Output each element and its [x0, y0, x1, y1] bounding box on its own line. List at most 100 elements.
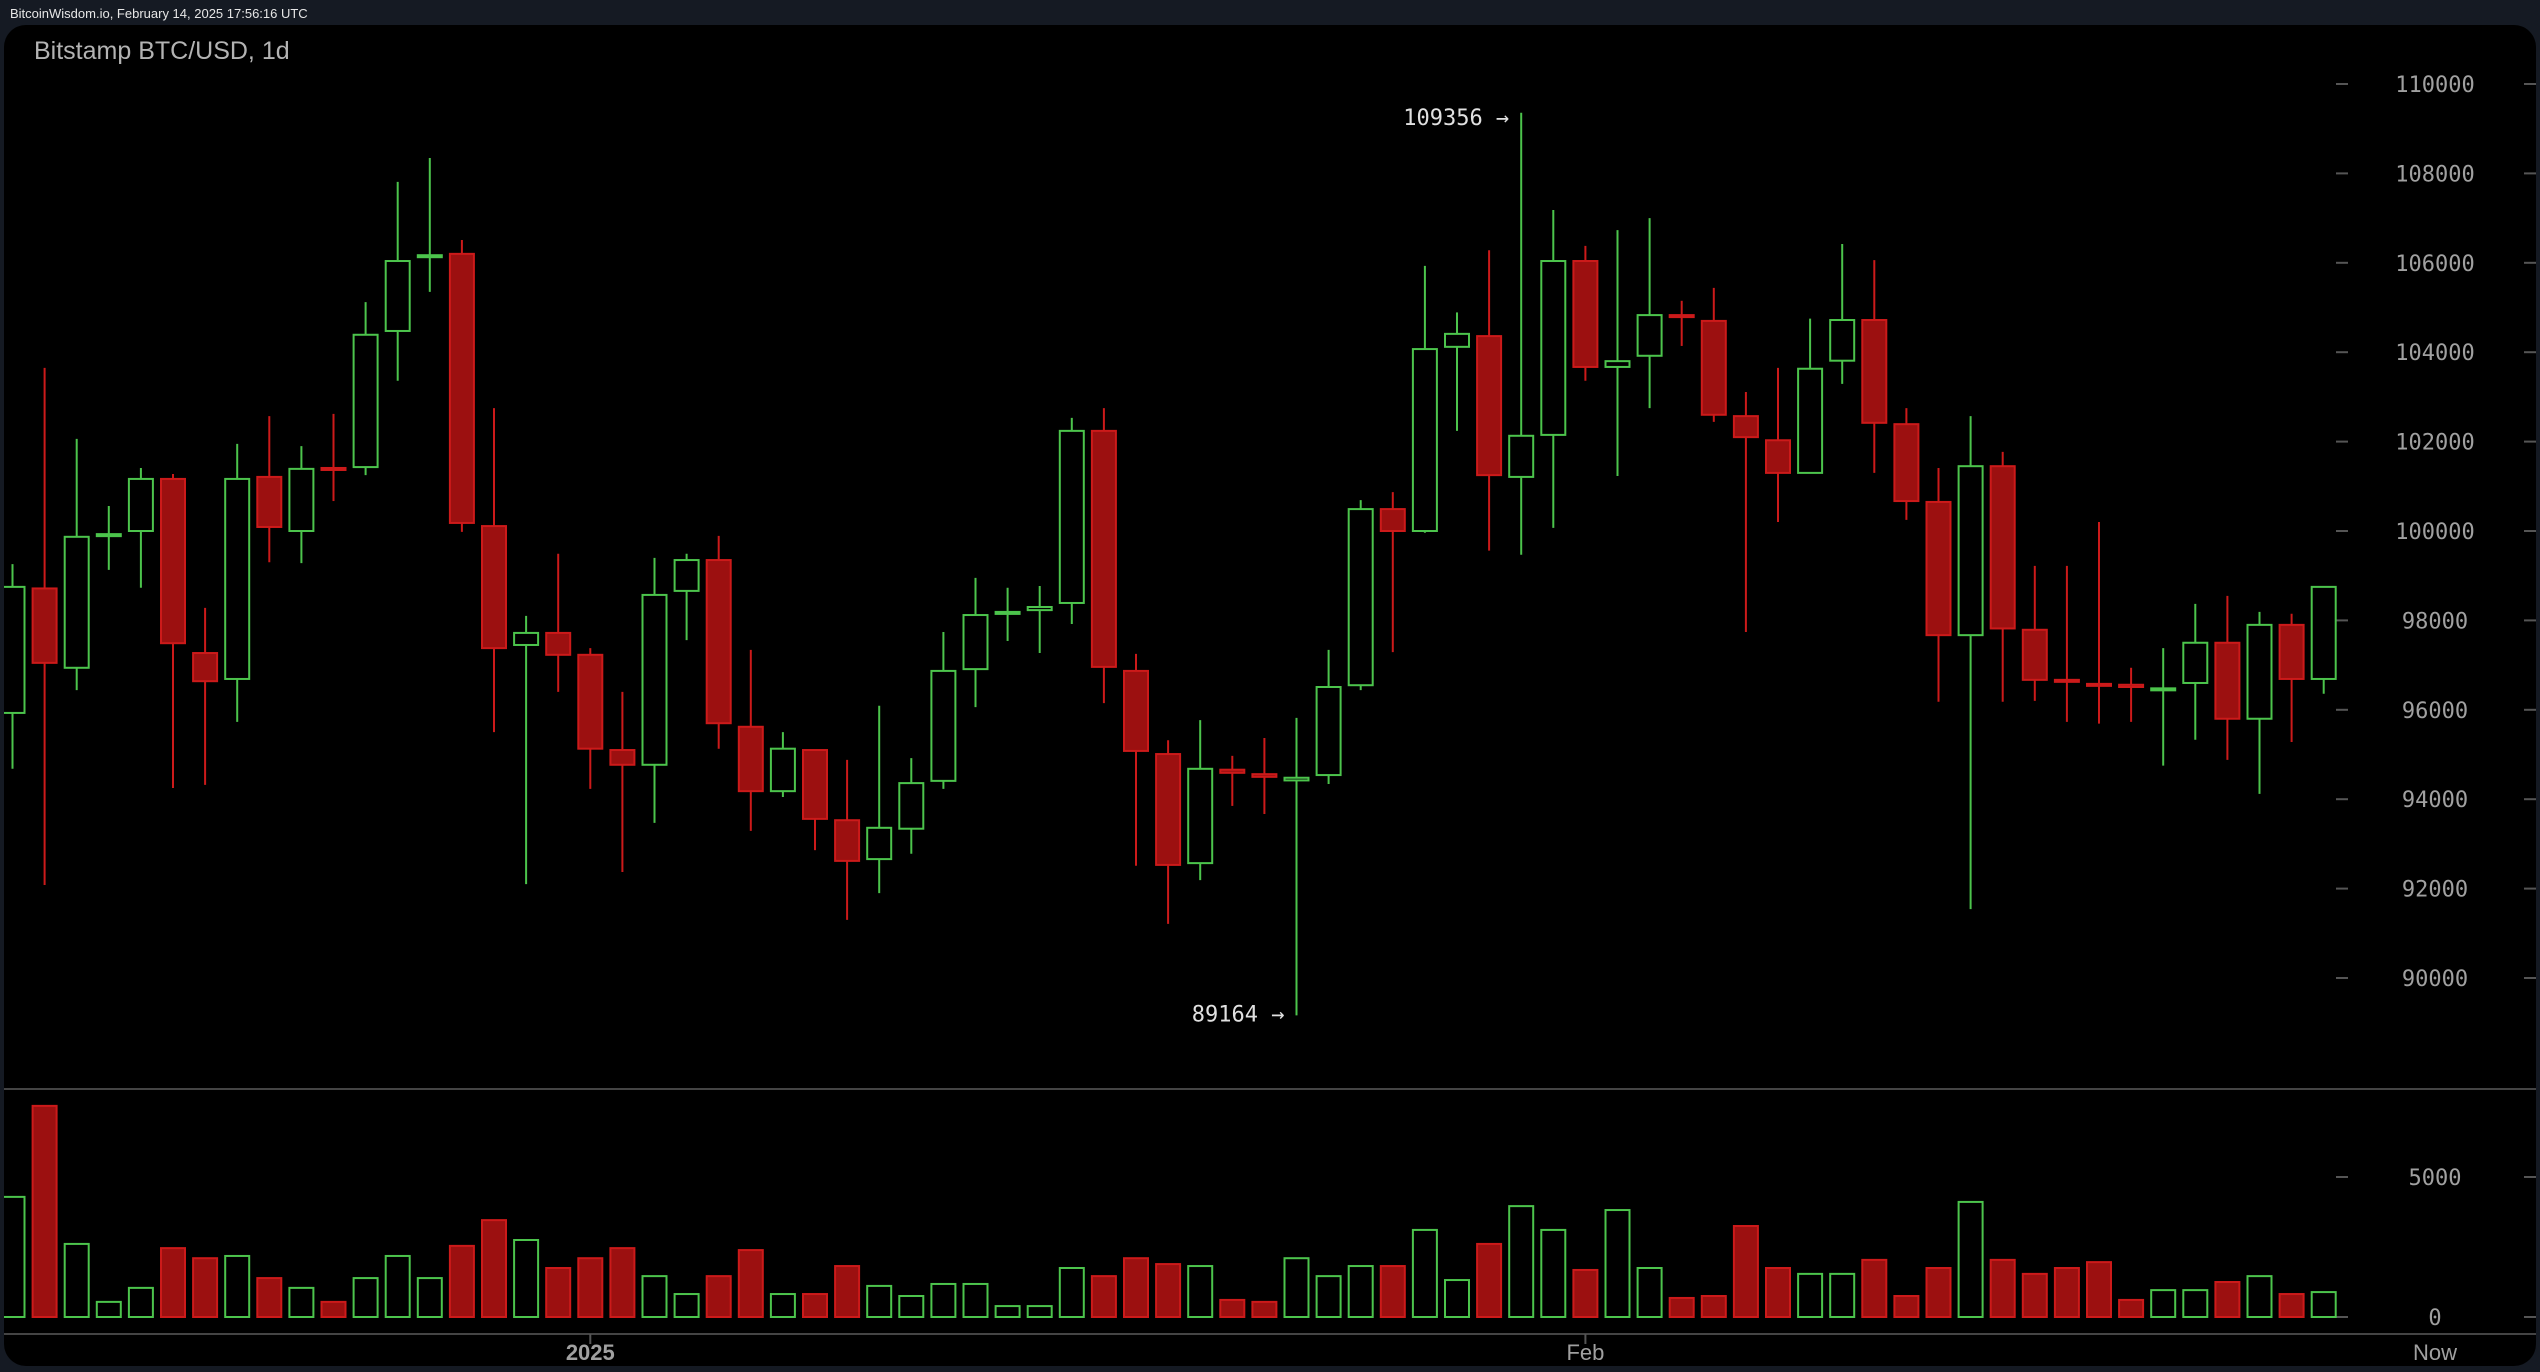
volume-bar-down[interactable]: [192, 1257, 219, 1318]
candle-body-up[interactable]: [930, 669, 957, 782]
volume-bar-down[interactable]: [2021, 1272, 2048, 1319]
candle-body-down[interactable]: [545, 631, 572, 656]
candle-body-down[interactable]: [2214, 641, 2241, 720]
volume-bar-up[interactable]: [1315, 1275, 1342, 1318]
volume-bar-up[interactable]: [641, 1275, 668, 1318]
volume-bar-up[interactable]: [1957, 1200, 1984, 1319]
candle-body-up[interactable]: [1636, 314, 1663, 357]
candle-body-up[interactable]: [1283, 776, 1310, 782]
volume-bar-down[interactable]: [2278, 1293, 2305, 1319]
volume-bar-down[interactable]: [834, 1265, 861, 1319]
volume-bar-down[interactable]: [1700, 1295, 1727, 1318]
volume-bar-up[interactable]: [2310, 1291, 2337, 1318]
volume-bar-up[interactable]: [2246, 1275, 2273, 1318]
candle-body-down[interactable]: [1251, 773, 1278, 778]
volume-bar-down[interactable]: [1219, 1298, 1246, 1319]
candle-body-down[interactable]: [31, 587, 58, 664]
candle-body-down[interactable]: [1893, 423, 1920, 503]
volume-bar-up[interactable]: [1058, 1267, 1085, 1318]
candle-body-down[interactable]: [577, 653, 604, 750]
volume-bar-up[interactable]: [769, 1293, 796, 1319]
candle-body-down[interactable]: [1123, 669, 1149, 752]
candle-body-up[interactable]: [1315, 686, 1342, 777]
volume-bar-down[interactable]: [2118, 1298, 2145, 1319]
volume-bar-down[interactable]: [545, 1267, 572, 1318]
candle-body-up[interactable]: [866, 826, 893, 861]
volume-bar-down[interactable]: [1090, 1275, 1117, 1318]
candle-body-up[interactable]: [1026, 605, 1053, 612]
volume-bar-up[interactable]: [2150, 1289, 2177, 1318]
candle-body-up[interactable]: [1797, 367, 1824, 474]
candle-body-down[interactable]: [481, 525, 507, 650]
candle-body-down[interactable]: [2021, 628, 2048, 681]
candle-body-up[interactable]: [641, 593, 668, 766]
volume-bar-up[interactable]: [1797, 1272, 1824, 1319]
candle-body-down[interactable]: [1989, 465, 2016, 630]
candlestick-chart[interactable]: 110000 108000 106000 104000 102000 100000 9800…: [4, 25, 2536, 1366]
volume-bar-down[interactable]: [1732, 1225, 1759, 1318]
candle-body-down[interactable]: [2118, 683, 2145, 689]
volume-bar-down[interactable]: [481, 1219, 507, 1318]
candle-body-down[interactable]: [2278, 623, 2305, 680]
volume-bar-down[interactable]: [160, 1247, 186, 1318]
candle-body-down[interactable]: [1476, 335, 1503, 477]
volume-bar-down[interactable]: [802, 1293, 828, 1319]
candle-body-down[interactable]: [1732, 415, 1759, 439]
candle-body-up[interactable]: [1187, 767, 1214, 865]
candle-body-up[interactable]: [63, 535, 90, 669]
candle-body-up[interactable]: [1058, 429, 1085, 604]
volume-bar-down[interactable]: [1251, 1300, 1278, 1319]
candle-body-up[interactable]: [1604, 360, 1631, 368]
candle-body-up[interactable]: [1411, 348, 1438, 533]
volume-bar-up[interactable]: [384, 1254, 411, 1318]
volume-bar-down[interactable]: [1476, 1242, 1503, 1319]
candle-body-down[interactable]: [448, 252, 475, 524]
volume-bar-down[interactable]: [1379, 1265, 1406, 1319]
candle-body-up[interactable]: [2310, 585, 2337, 680]
candle-body-down[interactable]: [834, 819, 861, 862]
candle-body-down[interactable]: [2053, 678, 2080, 683]
volume-bar-up[interactable]: [127, 1286, 154, 1319]
volume-bar-down[interactable]: [1155, 1263, 1182, 1318]
volume-bar-up[interactable]: [866, 1284, 893, 1319]
volume-bar-up[interactable]: [513, 1239, 540, 1318]
volume-bar-down[interactable]: [609, 1247, 636, 1318]
volume-bar-down[interactable]: [1123, 1257, 1149, 1318]
volume-bar-up[interactable]: [288, 1286, 315, 1319]
candle-body-down[interactable]: [705, 559, 732, 725]
candle-body-down[interactable]: [1572, 260, 1599, 368]
volume-bar-down[interactable]: [737, 1249, 764, 1318]
candle-body-up[interactable]: [384, 260, 411, 332]
candle-body-down[interactable]: [1668, 314, 1695, 319]
candle-body-up[interactable]: [1957, 465, 1984, 637]
volume-bar-down[interactable]: [2086, 1261, 2112, 1318]
candle-body-up[interactable]: [2246, 623, 2273, 720]
volume-bar-up[interactable]: [2182, 1289, 2209, 1318]
candle-body-down[interactable]: [1090, 429, 1117, 668]
volume-bar-up[interactable]: [1283, 1257, 1310, 1318]
volume-bar-down[interactable]: [1861, 1258, 1888, 1319]
volume-bar-down[interactable]: [705, 1275, 732, 1318]
volume-bar-up[interactable]: [673, 1293, 700, 1319]
volume-bar-up[interactable]: [1604, 1209, 1631, 1319]
volume-bar-down[interactable]: [1893, 1295, 1920, 1318]
volume-bar-down[interactable]: [1925, 1267, 1952, 1318]
volume-bar-down[interactable]: [320, 1300, 347, 1319]
candle-body-down[interactable]: [1219, 768, 1246, 774]
candle-body-down[interactable]: [256, 475, 283, 528]
volume-bar-up[interactable]: [224, 1254, 251, 1318]
volume-bar-up[interactable]: [1347, 1265, 1374, 1319]
candle-body-up[interactable]: [1540, 260, 1567, 436]
candle-body-down[interactable]: [2086, 682, 2112, 687]
volume-bar-up[interactable]: [1636, 1267, 1663, 1318]
volume-bar-up[interactable]: [1187, 1265, 1214, 1319]
candle-body-up[interactable]: [224, 477, 251, 680]
volume-bar-up[interactable]: [1829, 1272, 1856, 1319]
volume-bar-down[interactable]: [2053, 1267, 2080, 1318]
volume-bar-down[interactable]: [31, 1104, 58, 1318]
candle-body-up[interactable]: [1347, 508, 1374, 687]
volume-bar-down[interactable]: [577, 1257, 604, 1318]
volume-bar-down[interactable]: [1765, 1267, 1791, 1318]
volume-bar-down[interactable]: [1572, 1268, 1599, 1318]
candle-body-down[interactable]: [609, 749, 636, 766]
